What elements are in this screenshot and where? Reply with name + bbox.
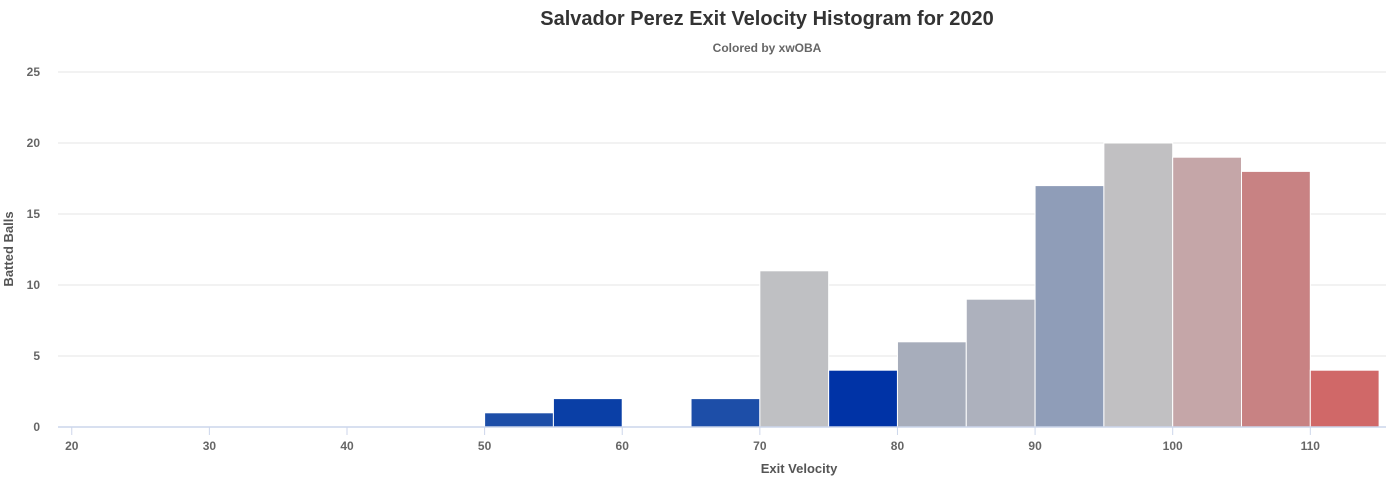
x-tick-label: 50 <box>478 439 492 453</box>
y-tick-label: 25 <box>27 65 41 79</box>
y-tick-label: 20 <box>27 136 41 150</box>
x-tick-label: 100 <box>1163 439 1183 453</box>
x-tick-label: 40 <box>340 439 354 453</box>
histogram-bar[interactable] <box>1172 156 1243 428</box>
x-axis-title: Exit Velocity <box>761 461 838 476</box>
chart-title: Salvador Perez Exit Velocity Histogram f… <box>540 8 994 30</box>
y-tick-label: 0 <box>33 420 40 434</box>
histogram-bar[interactable] <box>759 270 830 428</box>
histogram-bar[interactable] <box>1241 170 1311 428</box>
histogram-bar[interactable] <box>1309 369 1380 428</box>
histogram-bar[interactable] <box>552 398 623 428</box>
histogram-bar[interactable] <box>1034 185 1105 428</box>
x-tick-label: 110 <box>1301 439 1321 453</box>
y-tick-labels: 0 5 10 15 20 25 <box>27 65 41 434</box>
bars <box>484 142 1380 428</box>
x-tick-label: 90 <box>1028 439 1042 453</box>
y-tick-label: 5 <box>33 349 40 363</box>
x-tick-labels: 20 30 40 50 60 70 80 90 100 110 <box>65 427 1320 453</box>
y-axis-title: Batted Balls <box>1 211 16 286</box>
histogram-bar[interactable] <box>1103 142 1174 428</box>
x-tick-label: 70 <box>753 439 767 453</box>
histogram-bar[interactable] <box>484 412 554 428</box>
x-tick-label: 60 <box>616 439 630 453</box>
histogram-bar[interactable] <box>965 298 1036 428</box>
histogram-bar[interactable] <box>896 341 967 428</box>
histogram-bar[interactable] <box>828 369 898 428</box>
x-tick-label: 80 <box>891 439 905 453</box>
x-tick-label: 20 <box>65 439 79 453</box>
chart-subtitle: Colored by xwOBA <box>713 41 822 55</box>
x-tick-label: 30 <box>203 439 217 453</box>
histogram-bar[interactable] <box>690 398 761 428</box>
y-tick-label: 10 <box>27 278 41 292</box>
y-tick-label: 15 <box>27 207 41 221</box>
